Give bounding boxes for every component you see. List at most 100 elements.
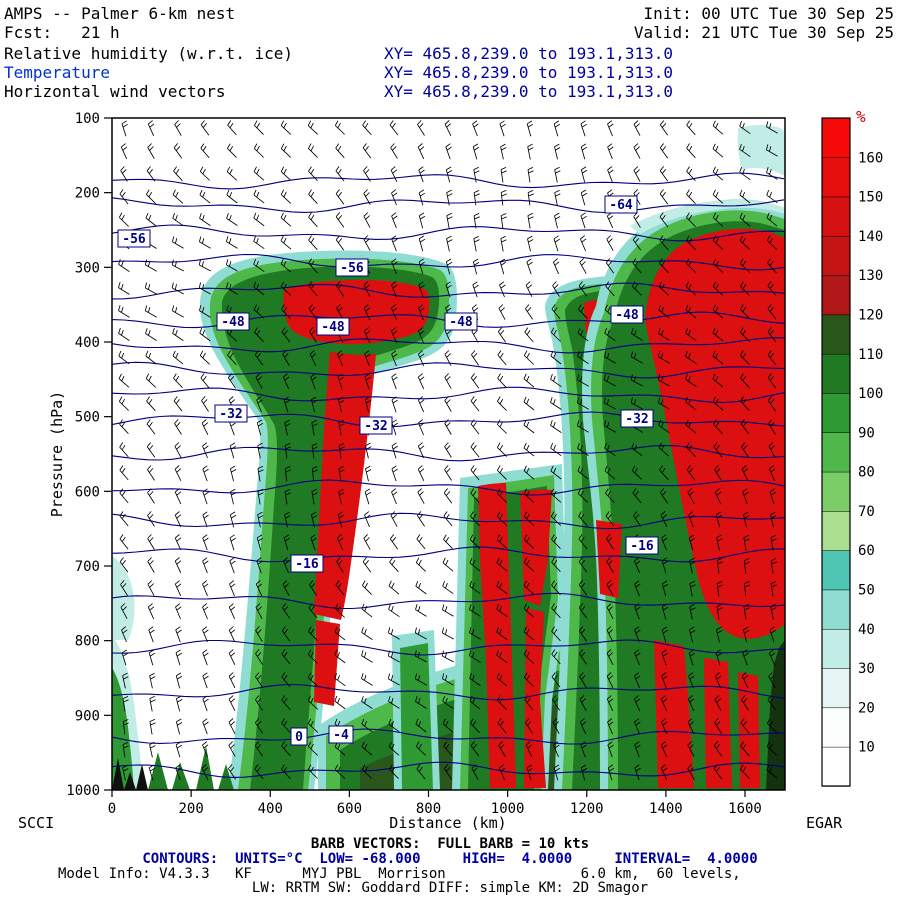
- colorbar-frame: [821, 117, 851, 787]
- contour-label: -48: [221, 315, 245, 330]
- rh-leftedge-green: [112, 668, 134, 790]
- y-tick-label: 200: [75, 186, 100, 202]
- temperature-contour-line: [112, 761, 785, 778]
- rh-surface-spikes: [148, 746, 234, 790]
- colorbar-tick-label: 130: [858, 268, 883, 284]
- colorbar-tick-label: 30: [858, 661, 875, 677]
- contour-label: -48: [449, 315, 473, 330]
- colorbar-tick-label: 110: [858, 347, 883, 363]
- rh-strip-green: [400, 643, 433, 790]
- x-tick-label: 0: [108, 801, 116, 817]
- x-tick-label: 600: [337, 801, 362, 817]
- rh-wisp-top-right: [737, 125, 785, 176]
- temperature-contour-line: [112, 361, 785, 379]
- contour-label-box: [290, 554, 324, 573]
- rh-red-streak-1: [478, 483, 516, 788]
- rh-left-red-top: [283, 280, 430, 345]
- contour-label: -16: [630, 539, 654, 554]
- colorbar-tick-label: 160: [858, 150, 883, 166]
- barb-legend: BARB VECTORS: FULL BARB = 10 kts: [310, 836, 590, 852]
- contour-legend: CONTOURS: UNITS=°C LOW= -68.000 HIGH= 4.…: [142, 851, 758, 867]
- colorbar-tick-label: 120: [858, 307, 883, 323]
- terrain-right: [766, 640, 785, 790]
- plot-frame: [111, 117, 786, 791]
- x-tick-label: 1000: [491, 801, 525, 817]
- colorbar-segment: [821, 667, 851, 709]
- rh-leftedge-mid-cyan: [112, 556, 135, 640]
- temperature-contour-line: [112, 337, 785, 354]
- axes-layer: 0 200 400 600 800 1000 1200 1400 1600 100 200 300 40…: [18, 111, 843, 832]
- contour-label: 0: [295, 730, 303, 745]
- colorbar-segment: [821, 549, 851, 591]
- colorbar-tick-label: 60: [858, 543, 875, 559]
- contour-label: -16: [295, 557, 319, 572]
- contour-label: -32: [364, 419, 387, 434]
- xy-range-1: XY= 465.8,239.0 to 193.1,313.0: [384, 44, 673, 63]
- colorbar-tick-label: 140: [858, 229, 883, 245]
- rh-right-red: [645, 228, 785, 639]
- contour-label-box: [316, 317, 350, 336]
- colorbar-segment: [821, 510, 851, 551]
- rh-wisp-above-mass: [630, 200, 785, 234]
- valid-time: Valid: 21 UTC Tue 30 Sep 25: [633, 23, 894, 42]
- contour-label: -32: [219, 407, 242, 422]
- field-label-temperature: Temperature: [4, 63, 110, 82]
- model-title: AMPS -- Palmer 6-km nest: [4, 4, 236, 23]
- contour-label: -64: [609, 198, 633, 213]
- contour-label-box: [216, 312, 250, 331]
- contour-label-box: [290, 727, 308, 746]
- contour-label: -4: [333, 728, 349, 743]
- contour-label-box: [328, 725, 354, 744]
- colorbar-tick-label: 70: [858, 504, 875, 520]
- temperature-contour-line: [112, 282, 785, 300]
- temperature-contour-line: [112, 683, 785, 701]
- contour-label-box: [604, 195, 638, 214]
- colorbar-tick-label: 150: [858, 190, 883, 206]
- station-left: SCCI: [18, 814, 54, 832]
- y-tick-label: 500: [75, 410, 100, 426]
- field-label-rh: Relative humidity (w.r.t. ice): [4, 44, 293, 63]
- contour-label: -48: [321, 320, 345, 335]
- rh-red-streak-2: [520, 489, 552, 606]
- contour-label-box: [117, 229, 151, 248]
- contour-label: -56: [340, 261, 364, 276]
- colorbar-segment: [821, 353, 851, 394]
- colorbar-segment: [821, 117, 851, 158]
- colorbar-segment: [821, 432, 851, 473]
- colorbar-unit: %: [856, 107, 866, 126]
- colorbar-segment: [821, 471, 851, 512]
- contour-label: -56: [122, 232, 146, 247]
- x-tick-label: 800: [416, 801, 441, 817]
- colorbar-segment: [821, 314, 851, 355]
- rh-fill-layer: [112, 125, 785, 790]
- contour-label-box: [620, 409, 654, 428]
- model-info: Model Info: V4.3.3 KF MYJ PBL Morrison 6…: [58, 866, 741, 882]
- colorbar-tick-label: 10: [858, 740, 875, 756]
- contour-label-box: [359, 416, 393, 435]
- rh-red-streak-3: [524, 608, 546, 788]
- contour-label-box: [214, 404, 248, 423]
- forecast-hour: Fcst: 21 h: [4, 23, 120, 42]
- contour-label-box: [335, 258, 369, 277]
- colorbar-segment: [821, 707, 851, 748]
- y-tick-label: 1000: [66, 783, 100, 799]
- colorbar-segment: [821, 157, 851, 198]
- terrain-left-spikes: [112, 758, 148, 790]
- temperature-contour-line: [112, 197, 785, 214]
- colorbar-segment: [821, 196, 851, 237]
- y-tick-label: 300: [75, 260, 100, 276]
- x-tick-label: 400: [258, 801, 283, 817]
- temperature-contour-line: [112, 512, 785, 530]
- colorbar-segment: [821, 589, 851, 630]
- colorbar-segment: [821, 235, 851, 276]
- temperature-contour-line: [112, 546, 785, 563]
- rh-left-red-finger: [314, 620, 340, 706]
- contour-label-layer: -64 -56 -56 -48 -48 -48 -48 -32 -32 -32 -16 -16 0 -4: [117, 195, 659, 746]
- xy-range-2: XY= 465.8,239.0 to 193.1,313.0: [384, 63, 673, 82]
- y-tick-label: 700: [75, 559, 100, 575]
- temperature-contour-line: [112, 444, 785, 462]
- contour-label: -48: [615, 308, 639, 323]
- colorbar-segment: [821, 628, 851, 669]
